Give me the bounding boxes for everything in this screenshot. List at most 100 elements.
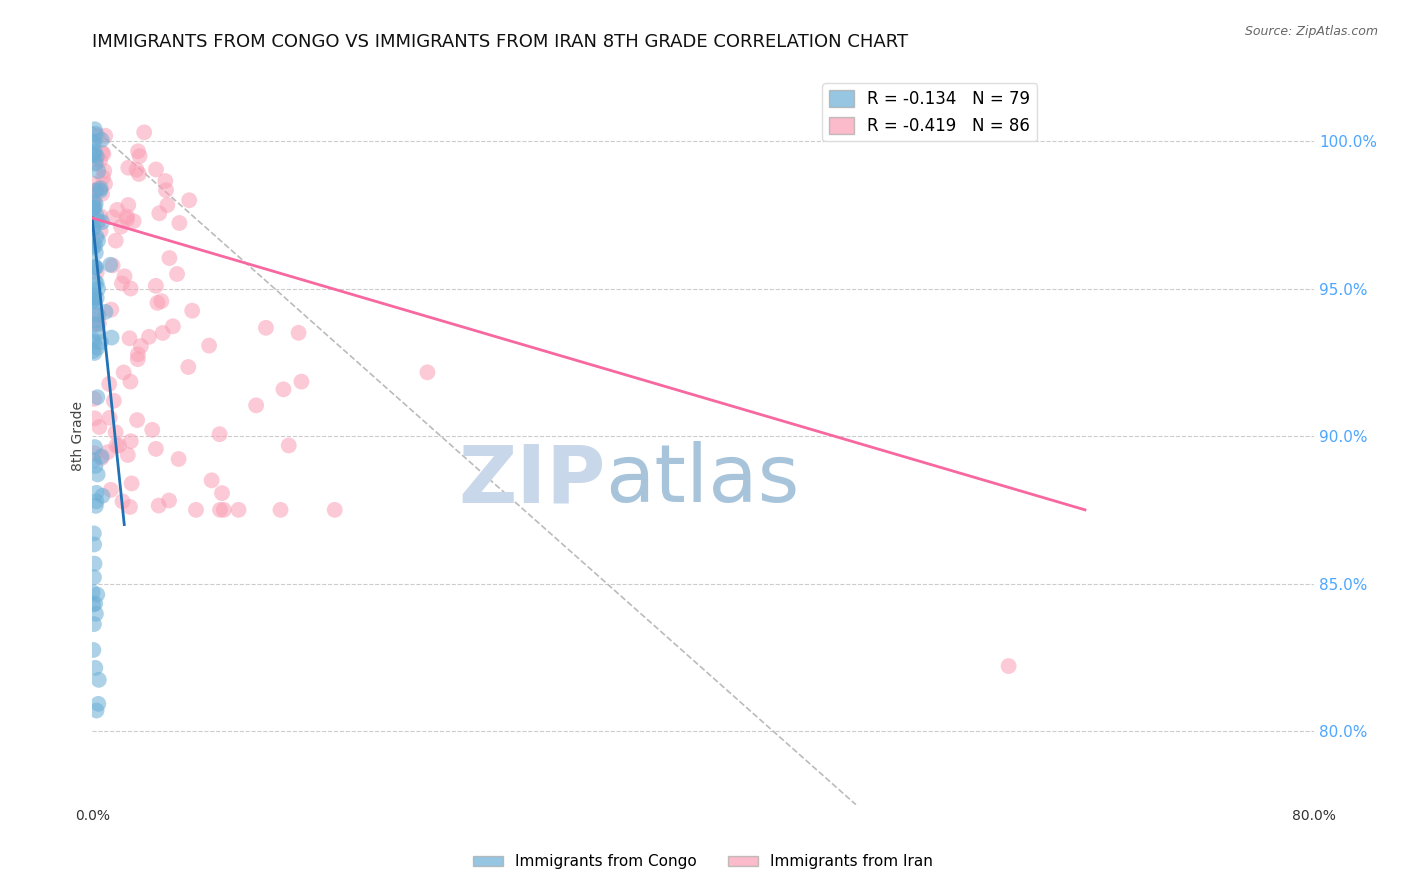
Point bbox=[82, 332, 104, 346]
Point bbox=[84, 155, 107, 169]
Point bbox=[86, 390, 108, 404]
Point bbox=[87, 164, 110, 178]
Point bbox=[89, 153, 111, 168]
Point bbox=[114, 269, 136, 284]
Point bbox=[157, 251, 180, 265]
Point bbox=[83, 260, 105, 274]
Point bbox=[91, 145, 114, 160]
Point bbox=[94, 128, 117, 143]
Point bbox=[86, 149, 108, 163]
Point bbox=[83, 235, 105, 250]
Point bbox=[90, 335, 112, 350]
Point bbox=[83, 260, 105, 275]
Point bbox=[83, 293, 105, 308]
Point bbox=[86, 587, 108, 601]
Point bbox=[83, 334, 105, 349]
Point bbox=[100, 483, 122, 497]
Point bbox=[111, 277, 134, 291]
Point bbox=[84, 499, 107, 513]
Point bbox=[87, 182, 110, 196]
Point bbox=[86, 182, 108, 196]
Point bbox=[150, 294, 173, 309]
Point bbox=[84, 458, 107, 473]
Point bbox=[98, 258, 121, 272]
Point bbox=[134, 125, 156, 139]
Point bbox=[86, 209, 108, 223]
Point bbox=[146, 296, 169, 310]
Point bbox=[93, 164, 115, 178]
Point bbox=[145, 442, 167, 456]
Text: atlas: atlas bbox=[606, 442, 800, 519]
Point bbox=[82, 294, 104, 309]
Point bbox=[91, 215, 114, 229]
Point bbox=[89, 184, 111, 198]
Point bbox=[83, 411, 105, 425]
Point bbox=[127, 352, 149, 367]
Point bbox=[82, 135, 104, 149]
Point bbox=[84, 127, 107, 141]
Point bbox=[84, 245, 107, 260]
Point bbox=[104, 425, 127, 440]
Point bbox=[141, 423, 163, 437]
Point bbox=[82, 344, 104, 359]
Point bbox=[120, 434, 142, 449]
Point bbox=[83, 274, 105, 288]
Point bbox=[83, 440, 105, 454]
Point bbox=[87, 214, 110, 228]
Point bbox=[87, 697, 110, 711]
Point bbox=[83, 446, 105, 460]
Point bbox=[100, 330, 122, 344]
Point bbox=[84, 260, 107, 275]
Point bbox=[117, 448, 139, 462]
Point bbox=[211, 486, 233, 500]
Text: Source: ZipAtlas.com: Source: ZipAtlas.com bbox=[1244, 25, 1378, 38]
Point bbox=[209, 503, 232, 517]
Point bbox=[89, 420, 111, 434]
Point bbox=[84, 607, 107, 621]
Point bbox=[98, 410, 121, 425]
Point bbox=[86, 229, 108, 244]
Point bbox=[87, 234, 110, 248]
Point bbox=[83, 221, 105, 235]
Point bbox=[117, 161, 139, 175]
Point bbox=[83, 177, 105, 191]
Point bbox=[82, 241, 104, 255]
Point bbox=[118, 331, 141, 345]
Point bbox=[83, 197, 105, 211]
Point bbox=[166, 267, 188, 281]
Point bbox=[82, 202, 104, 217]
Point bbox=[82, 201, 104, 215]
Point bbox=[128, 167, 150, 181]
Point bbox=[169, 216, 191, 230]
Point bbox=[104, 234, 127, 248]
Point bbox=[94, 305, 117, 319]
Point bbox=[82, 291, 104, 305]
Point bbox=[177, 359, 200, 374]
Point bbox=[101, 210, 124, 224]
Y-axis label: 8th Grade: 8th Grade bbox=[72, 401, 86, 471]
Point bbox=[245, 398, 267, 412]
Point bbox=[87, 326, 110, 340]
Point bbox=[91, 186, 114, 201]
Point bbox=[162, 319, 184, 334]
Point bbox=[120, 375, 142, 389]
Point bbox=[84, 238, 107, 252]
Point bbox=[101, 259, 124, 273]
Point bbox=[86, 467, 108, 482]
Point bbox=[83, 288, 105, 302]
Point bbox=[112, 366, 135, 380]
Point bbox=[128, 149, 150, 163]
Point bbox=[87, 128, 110, 143]
Point bbox=[156, 198, 179, 212]
Point bbox=[277, 438, 299, 452]
Point bbox=[83, 194, 105, 209]
Point bbox=[87, 673, 110, 687]
Point bbox=[83, 526, 105, 541]
Point bbox=[212, 503, 235, 517]
Point bbox=[167, 452, 190, 467]
Point bbox=[83, 392, 105, 406]
Point bbox=[98, 376, 121, 391]
Point bbox=[86, 276, 108, 290]
Point bbox=[228, 503, 250, 517]
Point bbox=[179, 194, 201, 208]
